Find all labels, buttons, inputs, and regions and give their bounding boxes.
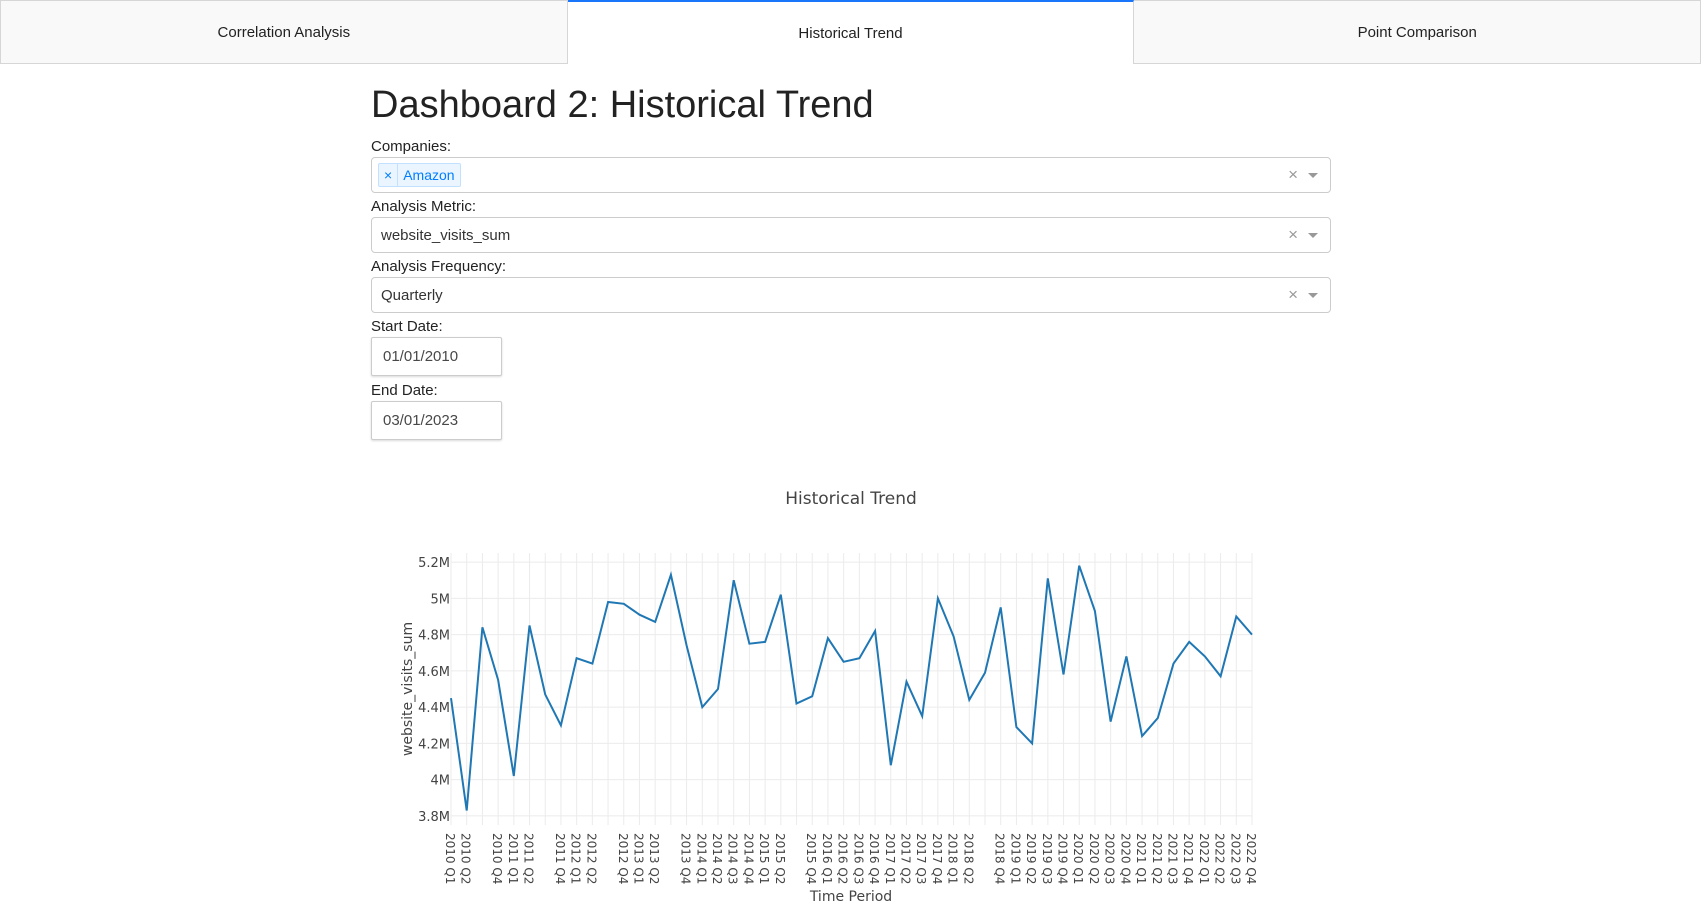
x-tick-label: 2012 Q2 — [584, 833, 598, 884]
x-tick-label: 2015 Q2 — [773, 833, 787, 884]
x-tick-label: 2010 Q4 — [490, 833, 504, 884]
company-chip-amazon: × Amazon — [378, 163, 461, 187]
x-tick-label: 2014 Q4 — [741, 833, 755, 884]
x-tick-label: 2011 Q4 — [553, 833, 567, 884]
chip-remove-icon[interactable]: × — [379, 164, 399, 186]
frequency-label: Analysis Frequency: — [371, 258, 507, 275]
y-tick-label: 4.6M — [418, 665, 450, 680]
end-date-input[interactable] — [371, 401, 502, 440]
x-tick-label: 2013 Q1 — [631, 833, 645, 884]
x-tick-label: 2022 Q4 — [1244, 833, 1258, 884]
x-tick-label: 2012 Q4 — [616, 833, 630, 884]
x-tick-label: 2018 Q1 — [946, 833, 960, 884]
chip-label: Amazon — [403, 167, 455, 183]
x-tick-label: 2013 Q4 — [679, 833, 693, 884]
y-tick-label: 4.8M — [418, 629, 450, 644]
end-date-label: End Date: — [371, 382, 438, 399]
x-tick-label: 2016 Q1 — [820, 833, 834, 884]
chart-grid — [450, 553, 1253, 825]
frequency-value: Quarterly — [381, 287, 443, 304]
tab-correlation-analysis[interactable]: Correlation Analysis — [0, 0, 568, 64]
companies-dropdown[interactable]: × Amazon × — [371, 157, 1331, 193]
x-tick-label: 2016 Q4 — [867, 833, 881, 884]
x-tick-label: 2019 Q2 — [1024, 833, 1038, 884]
x-tick-label: 2020 Q1 — [1071, 833, 1085, 884]
metric-value: website_visits_sum — [381, 227, 511, 244]
chart-title: Historical Trend — [785, 489, 917, 509]
x-tick-label: 2015 Q1 — [757, 833, 771, 884]
x-tick-label: 2010 Q1 — [443, 833, 457, 884]
x-tick-label: 2019 Q3 — [1040, 833, 1054, 884]
x-tick-label: 2017 Q4 — [930, 833, 944, 884]
y-axis-label: website_visits_sum — [400, 622, 416, 756]
tab-point-comparison[interactable]: Point Comparison — [1134, 0, 1701, 64]
y-tick-label: 3.8M — [418, 810, 450, 825]
y-tick-label: 4.4M — [418, 701, 450, 716]
x-axis-ticks: 2010 Q1 2010 Q2 2010 Q4 2011 Q1 2011 Q2 2011 … — [443, 833, 1258, 884]
start-date-label: Start Date: — [371, 318, 443, 335]
x-tick-label: 2022 Q3 — [1228, 833, 1242, 884]
clear-icon[interactable]: × — [1288, 285, 1298, 304]
x-tick-label: 2014 Q1 — [694, 833, 708, 884]
y-tick-label: 5.2M — [418, 556, 450, 571]
x-tick-label: 2014 Q2 — [710, 833, 724, 884]
x-tick-label: 2020 Q3 — [1103, 833, 1117, 884]
x-axis-label: Time Period — [809, 889, 892, 905]
x-tick-label: 2019 Q4 — [1056, 833, 1070, 884]
x-tick-label: 2017 Q2 — [898, 833, 912, 884]
x-tick-label: 2020 Q2 — [1087, 833, 1101, 884]
y-tick-label: 4M — [431, 774, 451, 789]
x-tick-label: 2022 Q1 — [1197, 833, 1211, 884]
x-tick-label: 2011 Q2 — [522, 833, 536, 884]
companies-label: Companies: — [371, 138, 452, 155]
x-tick-label: 2018 Q2 — [961, 833, 975, 884]
x-tick-label: 2021 Q4 — [1181, 833, 1195, 884]
x-tick-label: 2021 Q3 — [1165, 833, 1179, 884]
x-tick-label: 2015 Q4 — [804, 833, 818, 884]
x-tick-label: 2021 Q2 — [1150, 833, 1164, 884]
y-tick-label: 4.2M — [418, 737, 450, 752]
x-tick-label: 2011 Q1 — [506, 833, 520, 884]
tab-bar: Correlation Analysis Historical Trend Po… — [0, 0, 1701, 65]
clear-icon[interactable]: × — [1288, 165, 1298, 184]
x-tick-label: 2021 Q1 — [1134, 833, 1148, 884]
y-tick-label: 5M — [431, 592, 451, 607]
start-date-input[interactable] — [371, 337, 502, 376]
metric-label: Analysis Metric: — [371, 198, 477, 215]
x-tick-label: 2010 Q2 — [459, 833, 473, 884]
x-tick-label: 2022 Q2 — [1213, 833, 1227, 884]
x-tick-label: 2017 Q3 — [914, 833, 928, 884]
x-tick-label: 2014 Q3 — [726, 833, 740, 884]
x-tick-label: 2018 Q4 — [993, 833, 1007, 884]
series-line — [450, 565, 1253, 811]
x-tick-label: 2013 Q2 — [647, 833, 661, 884]
tab-historical-trend[interactable]: Historical Trend — [567, 0, 1135, 64]
page-title: Dashboard 2: Historical Trend — [371, 84, 874, 126]
clear-icon[interactable]: × — [1288, 225, 1298, 244]
frequency-dropdown[interactable]: Quarterly × — [371, 277, 1331, 313]
x-tick-label: 2017 Q1 — [883, 833, 897, 884]
metric-dropdown[interactable]: website_visits_sum × — [371, 217, 1331, 253]
chevron-down-icon[interactable] — [1308, 293, 1318, 298]
x-tick-label: 2020 Q4 — [1118, 833, 1132, 884]
x-tick-label: 2016 Q2 — [836, 833, 850, 884]
chevron-down-icon[interactable] — [1308, 233, 1318, 238]
chevron-down-icon[interactable] — [1308, 173, 1318, 178]
x-tick-label: 2016 Q3 — [851, 833, 865, 884]
y-axis-ticks: 3.8M 4M 4.2M 4.4M 4.6M 4.8M 5M 5.2M — [418, 556, 450, 825]
x-tick-label: 2019 Q1 — [1008, 833, 1022, 884]
x-tick-label: 2012 Q1 — [569, 833, 583, 884]
